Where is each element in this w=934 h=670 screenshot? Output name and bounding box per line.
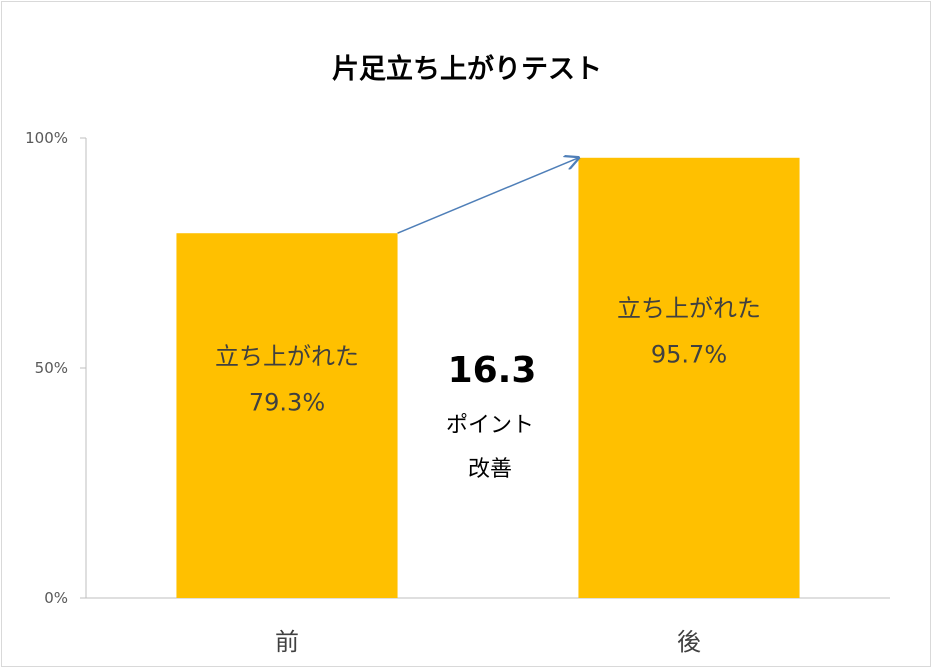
bar-label-value: 79.3% [249,389,325,417]
category-label: 前 [275,628,299,656]
bar-label-text: 立ち上がれた [617,294,761,322]
improvement-unit: ポイント [446,413,534,438]
bar-label-text: 立ち上がれた [215,343,359,371]
y-tick-label: 0% [44,589,68,607]
improvement-arrow [397,158,579,234]
category-label: 後 [677,628,701,656]
chart-title: 片足立ち上がりテスト [332,53,602,85]
y-tick-label: 100% [25,129,68,147]
improvement-value: 16.3 [448,350,537,391]
y-tick-label: 50% [35,359,68,377]
improvement-text: 改善 [468,457,512,482]
bar-1 [176,233,398,598]
bar-label-value: 95.7% [651,340,727,368]
bar-2 [578,157,800,598]
